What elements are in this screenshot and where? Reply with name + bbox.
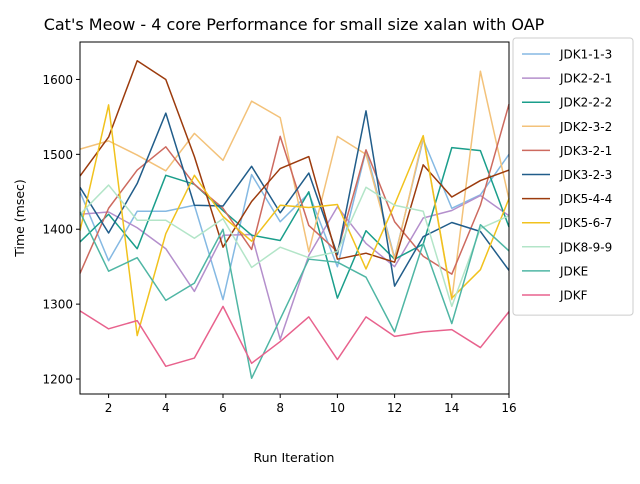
legend: JDK1-1-3 JDK2-2-1 JDK2-2-2 JDK2-3-2 JDK3-2-1…: [512, 37, 634, 316]
series-line-jdke: [79, 211, 510, 380]
x-axis-ticks: 2 4 6 8 10 12 14 16: [105, 394, 517, 415]
x-tick-label: 14: [444, 401, 459, 415]
x-axis-label: Run Iteration: [254, 450, 335, 465]
legend-label: JDKE: [559, 264, 588, 278]
legend-label: JDK3-2-3: [559, 168, 612, 182]
legend-label: JDK5-6-7: [559, 216, 612, 230]
legend-label: JDK5-4-4: [559, 192, 612, 206]
legend-label: JDKF: [559, 289, 588, 303]
y-tick-label: 1400: [42, 223, 73, 237]
x-tick-label: 4: [162, 401, 170, 415]
series-line-jdk2-3-2: [79, 70, 510, 301]
plot-frame: [79, 41, 510, 395]
series-line-jdk8-9-9: [79, 184, 510, 308]
x-tick-label: 6: [219, 401, 227, 415]
plot-lines: [79, 59, 510, 380]
legend-label: JDK1-1-3: [559, 48, 612, 62]
series-line-jdk5-4-4: [79, 59, 510, 263]
series-line-jdk3-2-3: [79, 110, 510, 287]
series-line-jdk2-2-2: [79, 146, 510, 299]
legend-label: JDK2-3-2: [559, 120, 612, 134]
legend-label: JDK2-2-2: [559, 96, 612, 110]
y-tick-label: 1200: [42, 373, 73, 387]
y-tick-label: 1500: [42, 148, 73, 162]
x-tick-label: 8: [276, 401, 284, 415]
series-line-jdk3-2-1: [79, 103, 510, 275]
y-tick-label: 1600: [42, 73, 73, 87]
chart-title: Cat's Meow - 4 core Performance for smal…: [44, 15, 545, 34]
legend-label: JDK3-2-1: [559, 144, 612, 158]
x-tick-label: 12: [387, 401, 402, 415]
x-tick-label: 16: [501, 401, 516, 415]
y-tick-label: 1300: [42, 298, 73, 312]
x-tick-label: 2: [105, 401, 113, 415]
series-line-jdk5-6-7: [79, 104, 510, 337]
legend-box: [512, 37, 634, 316]
y-axis-label: Time (msec): [12, 179, 27, 258]
legend-label: JDK8-9-9: [559, 240, 612, 254]
legend-label: JDK2-2-1: [559, 72, 612, 86]
x-tick-label: 10: [330, 401, 345, 415]
series-line-jdkf: [79, 305, 510, 368]
y-axis-ticks: 1200 1300 1400 1500 1600: [42, 73, 80, 387]
